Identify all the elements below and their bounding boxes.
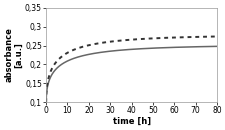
Y-axis label: absorbance
[a.u.]: absorbance [a.u.] [4, 28, 23, 82]
X-axis label: time [h]: time [h] [112, 117, 150, 126]
